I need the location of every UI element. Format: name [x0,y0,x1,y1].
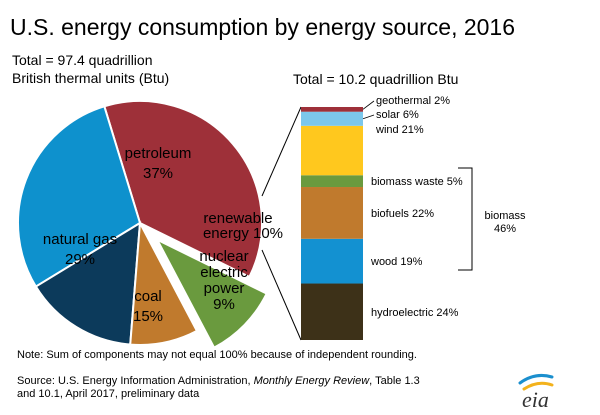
label-coal-pct: 15% [133,308,163,325]
source-line2: and 10.1, April 2017, preliminary data [17,388,200,400]
label-petroleum-pct: 37% [143,165,173,182]
stack-label-wind: wind 21% [375,124,424,136]
chart-title: U.S. energy consumption by energy source… [10,14,515,40]
biomass-label: biomass [485,210,526,222]
stack-total: Total = 10.2 quadrillion Btu [293,71,458,87]
stack-label-hydroelectric: hydroelectric 24% [371,307,459,319]
label-nuclear-pct: 9% [213,296,235,313]
eia-logo-text: eia [522,387,549,412]
label-nuclear-line2: electric [200,264,248,281]
stack-segment-biomass-waste [301,175,363,188]
stack-label-solar: solar 6% [376,109,419,121]
label-coal: coal [134,288,162,305]
source-italic: Monthly Energy Review [254,375,371,387]
pie-total-line1: Total = 97.4 quadrillion [12,52,153,68]
label-nuclear-line3: power [204,280,245,297]
pie-slice-petroleum [103,99,264,279]
label-natural-gas-pct: 29% [65,251,95,268]
pie-slice-nuclear [129,219,199,346]
stack-label-biomass-waste: biomass waste 5% [371,176,463,188]
label-petroleum: petroleum [125,145,192,162]
pie-slice-coal [34,221,142,346]
stack-label-geothermal: geothermal 2% [376,95,450,107]
eia-logo: eia [518,374,554,412]
label-natural-gas: natural gas [43,231,117,248]
source-prefix: Source: U.S. Energy Information Administ… [17,375,254,387]
source-suffix: , Table 1.3 [369,375,420,387]
eia-logo-swoosh-blue [518,374,554,385]
footnote: Note: Sum of components may not equal 10… [17,349,417,361]
pie-total-line2: British thermal units (Btu) [12,70,169,86]
stack-segment-solar [301,111,363,126]
stack-segment-wind [301,125,363,176]
biomass-percent: 46% [494,223,516,235]
label-nuclear: nuclear [199,248,248,265]
stack-label-biofuels: biofuels 22% [371,208,434,220]
stack-label-wood: wood 19% [370,256,423,268]
stack-segment-biofuels [301,187,363,239]
stack-segment-hydroelectric [301,283,363,340]
connector-top [261,106,302,197]
leader-geothermal [362,100,375,110]
label-renewable-line2: energy 10% [203,225,283,242]
leader-solar [362,114,375,120]
stack-segment-geothermal [301,107,363,112]
stack-segment-wood [301,238,363,284]
eia-logo-swoosh-gold [522,381,554,391]
biomass-bracket [458,167,473,271]
pie-chart [17,99,269,350]
pie-slice-renewable [154,237,269,350]
source-line1: Source: U.S. Energy Information Administ… [17,375,420,387]
connector-bottom [261,249,302,341]
renewable-stacked-bar [301,107,363,340]
label-renewable: renewable [203,210,272,227]
